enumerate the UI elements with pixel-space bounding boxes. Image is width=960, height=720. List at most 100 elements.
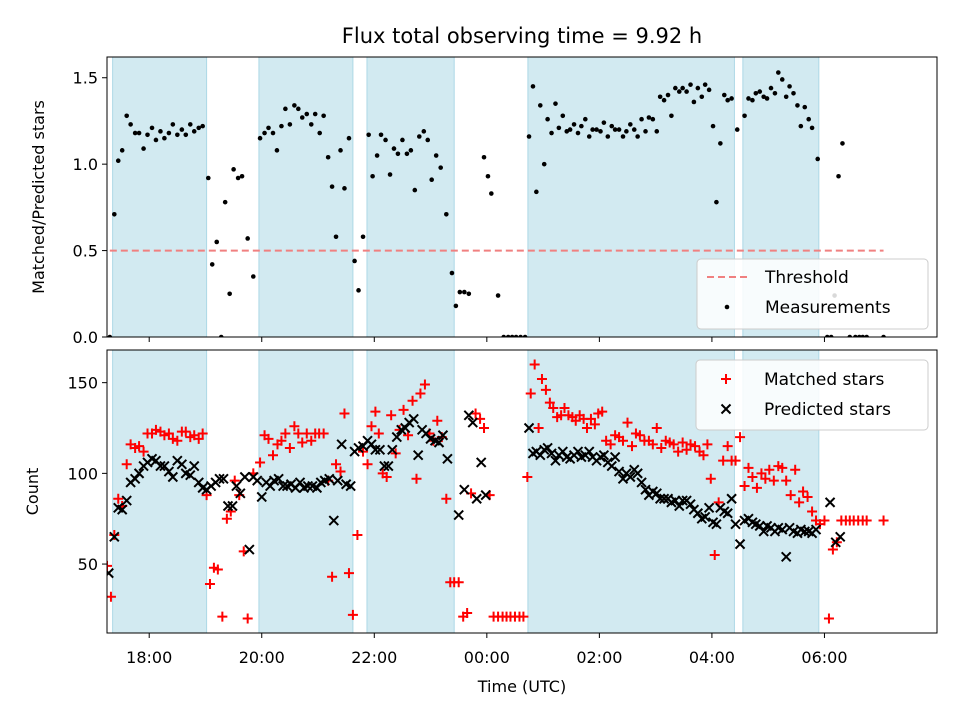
- measurement-point: [628, 122, 633, 127]
- matched-star-marker: [819, 515, 830, 526]
- measurement-point: [688, 82, 693, 87]
- matched-star-marker: [221, 513, 232, 524]
- observing-window: [258, 350, 354, 633]
- measurement-point: [425, 137, 431, 143]
- predicted-star-marker: [374, 444, 386, 455]
- matched-star-marker: [284, 442, 295, 453]
- measurement-point: [764, 96, 770, 101]
- matched-star-marker: [470, 408, 481, 419]
- y-tick-label: 150: [67, 374, 98, 393]
- measurement-point: [575, 130, 581, 136]
- predicted-star-marker: [328, 515, 339, 526]
- measurement-point: [564, 129, 570, 134]
- measurement-point: [408, 148, 414, 153]
- measurement-point: [669, 113, 674, 119]
- measurement-point: [579, 123, 584, 129]
- x-tick-label: 04:00: [689, 648, 735, 667]
- x-tick-label: 18:00: [126, 648, 172, 667]
- predicted-star-marker: [640, 484, 651, 495]
- measurement-point: [509, 334, 515, 337]
- matched-star-marker: [781, 475, 792, 486]
- predicted-star-marker: [264, 480, 276, 492]
- predicted-star-marker: [109, 531, 120, 543]
- predicted-star-marker: [129, 473, 141, 485]
- matched-star-marker: [373, 428, 384, 439]
- count-panel: 50 100 150 Count Matched stars Predicted star…: [23, 349, 938, 638]
- matched-star-marker: [605, 439, 616, 450]
- data-layer: [107, 359, 889, 624]
- measurement-point: [191, 129, 197, 134]
- measurement-point: [209, 262, 215, 267]
- x-tick-label: 20:00: [239, 648, 285, 667]
- matched-star-marker: [677, 437, 688, 448]
- measurement-point: [840, 141, 845, 146]
- matched-star-marker: [255, 457, 266, 468]
- measurement-point: [643, 129, 648, 134]
- predicted-star-marker: [480, 489, 491, 501]
- measurement-point: [412, 187, 418, 193]
- y-axis-label: Matched/Predicted stars: [29, 100, 48, 294]
- matched-star-marker: [785, 490, 796, 501]
- measurement-point: [706, 87, 712, 93]
- measurement-point: [657, 94, 663, 100]
- measurement-point: [809, 125, 815, 131]
- predicted-star-marker: [598, 450, 610, 461]
- predicted-star-marker: [412, 450, 424, 461]
- measurement-point: [317, 130, 323, 136]
- measurement-point: [270, 130, 276, 136]
- measurement-point: [227, 291, 232, 297]
- measurement-point: [489, 191, 494, 196]
- matched-star-marker: [702, 439, 713, 450]
- measurement-point: [214, 239, 220, 245]
- predicted-star-marker: [294, 477, 306, 488]
- measurement-point: [791, 90, 796, 96]
- predicted-star-marker: [189, 460, 200, 472]
- measurement-point: [296, 106, 301, 112]
- matched-star-marker: [217, 611, 228, 622]
- matched-star-marker: [366, 421, 377, 432]
- legend-predicted-swatch: [720, 403, 732, 415]
- x-axis-label: Time (UTC): [477, 677, 566, 696]
- matched-star-marker: [415, 388, 426, 399]
- measurement-point: [299, 115, 305, 120]
- predicted-star-marker: [167, 471, 179, 483]
- predicted-star-marker: [546, 448, 557, 459]
- predicted-star-marker: [703, 502, 715, 514]
- measurement-point: [107, 334, 113, 337]
- predicted-star-marker: [370, 444, 381, 455]
- legend-matched-label: Matched stars: [764, 370, 884, 390]
- predicted-star-marker: [658, 493, 670, 504]
- matched-star-marker: [559, 403, 570, 414]
- measurement-point: [283, 106, 288, 112]
- matched-star-marker: [739, 481, 750, 492]
- predicted-star-marker: [332, 475, 343, 486]
- measurement-point: [571, 122, 577, 127]
- matched-star-marker: [180, 426, 191, 437]
- measurement-point: [374, 153, 380, 158]
- measurement-point: [145, 132, 150, 138]
- measurement-point: [308, 122, 314, 127]
- predicted-star-marker: [311, 482, 323, 494]
- measurement-point: [170, 122, 176, 127]
- measurement-point: [183, 132, 189, 138]
- predicted-star-marker: [302, 480, 314, 492]
- predicted-star-marker: [227, 500, 238, 512]
- predicted-star-marker: [835, 531, 846, 543]
- measurement-point: [205, 175, 211, 181]
- measurement-point: [378, 132, 384, 138]
- measurement-point: [266, 125, 271, 131]
- measurement-point: [691, 99, 697, 105]
- matched-star-marker: [306, 435, 317, 446]
- predicted-star-marker: [625, 471, 636, 483]
- matched-star-marker: [668, 439, 679, 450]
- measurement-point: [750, 97, 755, 103]
- predicted-star-marker: [617, 473, 629, 485]
- measurement-point: [360, 234, 366, 240]
- measurement-point: [112, 211, 117, 217]
- matched-star-marker: [544, 397, 555, 408]
- matched-star-marker: [134, 441, 145, 452]
- measurement-point: [175, 132, 180, 138]
- matched-star-marker: [204, 579, 215, 590]
- matched-star-marker: [634, 430, 645, 441]
- measurement-point: [665, 92, 671, 98]
